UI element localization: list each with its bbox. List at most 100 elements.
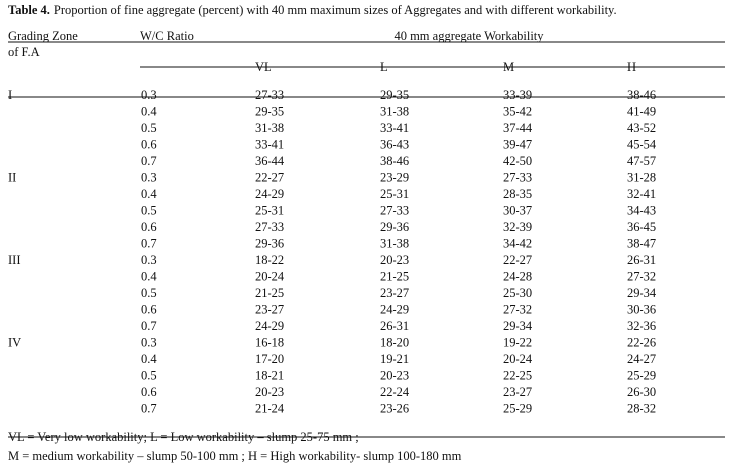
cell: 0.5: [141, 203, 157, 217]
header-zone: Grading Zone: [8, 29, 78, 43]
cell: 0.4: [141, 104, 157, 118]
cell: 38-46: [627, 88, 656, 102]
cell: 26-30: [627, 385, 656, 399]
table-title: Table 4. Proportion of fine aggregate (pe…: [8, 3, 617, 17]
column-header: M: [503, 60, 514, 74]
cell: 23-29: [380, 170, 409, 184]
cell: 32-39: [503, 220, 532, 234]
cell: 34-42: [503, 236, 532, 250]
table-title-text: Proportion of fine aggregate (percent) w…: [54, 3, 617, 17]
cell: 23-27: [503, 385, 532, 399]
cell: 16-18: [255, 335, 284, 349]
cell: 31-38: [255, 121, 284, 135]
cell: 0.4: [141, 269, 157, 283]
cell: 32-36: [627, 319, 656, 333]
cell: 18-21: [255, 368, 284, 382]
cell: 47-57: [627, 154, 656, 168]
cell: 0.3: [141, 88, 157, 102]
header-zone: of F.A: [8, 45, 40, 59]
cell: 38-46: [380, 154, 409, 168]
cell: 38-47: [627, 236, 656, 250]
cell: 17-20: [255, 352, 284, 366]
cell: 20-23: [380, 253, 409, 267]
cell: 22-27: [503, 253, 532, 267]
cell: 18-22: [255, 253, 284, 267]
cell: 39-47: [503, 137, 532, 151]
cell: 34-43: [627, 203, 656, 217]
cell: 27-33: [503, 170, 532, 184]
cell: 0.7: [141, 236, 157, 250]
cell: 0.4: [141, 352, 157, 366]
cell: 0.4: [141, 187, 157, 201]
cell: 21-24: [255, 401, 285, 415]
cell: 27-33: [255, 88, 284, 102]
cell: 29-36: [255, 236, 284, 250]
cell: 0.5: [141, 286, 157, 300]
cell: 33-39: [503, 88, 532, 102]
cell: 20-23: [380, 368, 409, 382]
cell: 27-32: [627, 269, 656, 283]
cell: 20-23: [255, 385, 284, 399]
cell: 23-27: [380, 286, 409, 300]
cell: 42-50: [503, 154, 532, 168]
footnote: VL = Very low workability; L = Low worka…: [8, 430, 359, 444]
cell: 23-26: [380, 401, 409, 415]
cell: 21-25: [380, 269, 409, 283]
cell: 21-25: [255, 286, 284, 300]
header-group: 40 mm aggregate Workability: [394, 29, 544, 43]
cell: 23-27: [255, 302, 284, 316]
cell: 29-35: [255, 104, 284, 118]
cell: 29-36: [380, 220, 409, 234]
cell: 0.6: [141, 220, 157, 234]
cell: 0.7: [141, 319, 157, 333]
column-header: H: [627, 60, 636, 74]
cell: 35-42: [503, 104, 532, 118]
cell: 0.5: [141, 121, 157, 135]
cell: 31-38: [380, 104, 409, 118]
footnote: M = medium workability – slump 50-100 mm…: [8, 449, 462, 463]
cell: 24-29: [255, 187, 284, 201]
cell: 36-44: [255, 154, 285, 168]
cell: 18-20: [380, 335, 409, 349]
cell: 19-22: [503, 335, 532, 349]
cell: 24-27: [627, 352, 656, 366]
cell: 0.7: [141, 154, 157, 168]
cell: 20-24: [255, 269, 285, 283]
cell: 25-29: [627, 368, 656, 382]
cell: 27-33: [380, 203, 409, 217]
cell: 36-43: [380, 137, 409, 151]
column-header: VL: [255, 60, 272, 74]
cell: 20-24: [503, 352, 533, 366]
cell: 25-30: [503, 286, 532, 300]
cell: 41-49: [627, 104, 656, 118]
cell: 24-29: [255, 319, 284, 333]
cell: 31-38: [380, 236, 409, 250]
zone-label: II: [8, 170, 16, 184]
zone-label: I: [8, 88, 12, 102]
table-label: Table 4.: [8, 3, 50, 17]
cell: 27-33: [255, 220, 284, 234]
cell: 0.6: [141, 302, 157, 316]
cell: 25-31: [380, 187, 409, 201]
cell: 28-35: [503, 187, 532, 201]
cell: 0.7: [141, 401, 157, 415]
cell: 24-29: [380, 302, 409, 316]
cell: 43-52: [627, 121, 656, 135]
zone-label: IV: [8, 335, 21, 349]
cell: 29-34: [627, 286, 657, 300]
cell: 25-29: [503, 401, 532, 415]
cell: 36-45: [627, 220, 656, 234]
cell: 0.3: [141, 335, 157, 349]
cell: 32-41: [627, 187, 656, 201]
cell: 0.6: [141, 385, 157, 399]
cell: 26-31: [627, 253, 656, 267]
cell: 24-28: [503, 269, 532, 283]
cell: 30-36: [627, 302, 656, 316]
cell: 28-32: [627, 401, 656, 415]
cell: 33-41: [255, 137, 284, 151]
cell: 19-21: [380, 352, 409, 366]
cell: 31-28: [627, 170, 656, 184]
cell: 0.6: [141, 137, 157, 151]
cell: 0.5: [141, 368, 157, 382]
